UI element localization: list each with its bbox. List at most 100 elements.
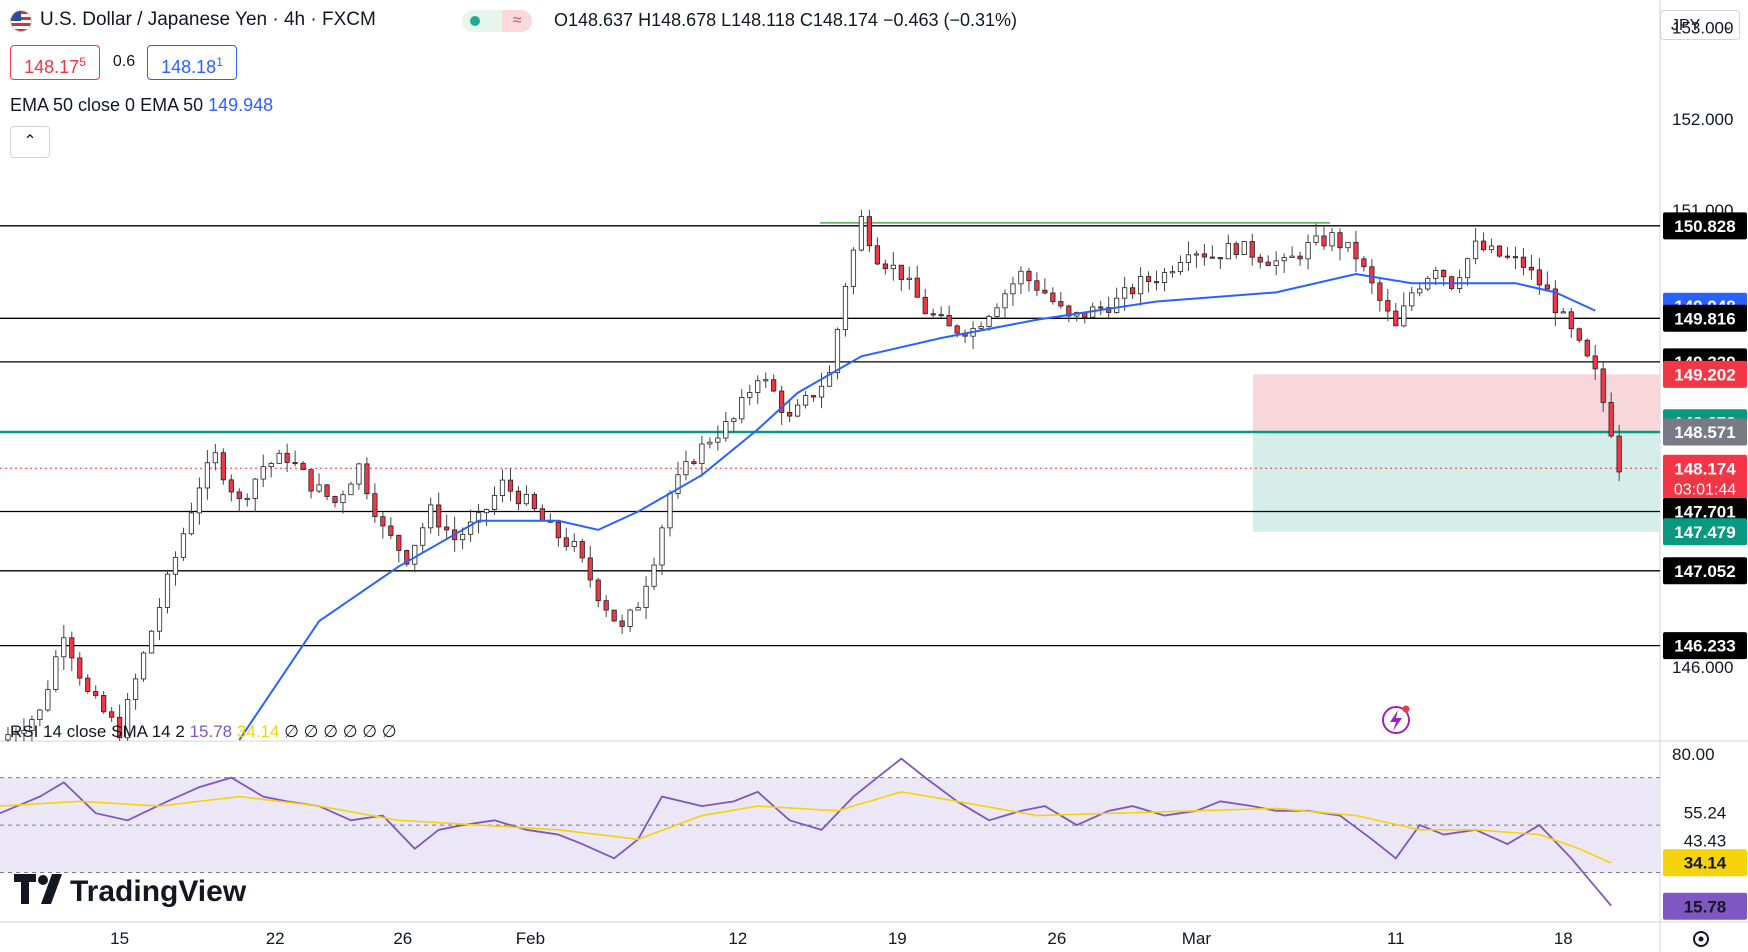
candle-body [1433,270,1439,279]
settings-icon[interactable] [1690,928,1712,950]
candle-body [1145,276,1152,282]
price-tag [1663,498,1747,526]
candle-body [1616,435,1622,473]
price-tag-label: 149.816 [1674,309,1735,328]
candle-body [21,730,27,734]
candle-body [29,719,35,731]
candle-body [874,245,880,265]
candle-body [954,325,960,334]
price-tag [1663,518,1747,546]
buy-button[interactable]: 148.181 [147,45,237,80]
candle-body [1377,282,1383,301]
candle-body [316,484,322,492]
candle-body [1273,260,1279,266]
time-tick-label: 26 [1047,929,1066,948]
candle-body [627,609,633,627]
candle-body [906,277,912,280]
candle-body [795,404,801,417]
tradingview-logo[interactable]: TradingView [14,870,274,910]
candle-body [109,711,115,718]
currency-label: JPY [1671,17,1701,34]
candle-body [1249,241,1255,258]
candle-body [1098,306,1104,309]
candle-body [595,579,601,602]
candle-body [483,509,490,514]
time-tick-label: 15 [110,929,129,948]
rsi-tag-label: 55.24 [1684,804,1727,823]
candle-body [1153,281,1160,284]
rsi-series-line-1 [0,791,1612,864]
candle-body [1608,402,1614,437]
candle-body [1050,292,1056,302]
candle-body [5,734,11,741]
candle-body [890,264,896,270]
candle-body [643,585,649,608]
ema-legend[interactable]: EMA 50 close 0 EMA 50 149.948 [10,95,273,116]
candle-body [260,466,266,480]
rsi-legend-rsi: 15.78 [189,722,233,741]
candle-body [436,504,442,528]
countdown-label: 03:01:44 [1674,481,1736,498]
candle-body [715,437,721,443]
candle-body [667,493,673,529]
candle-body [1161,272,1168,283]
symbol-title[interactable]: U.S. Dollar / Japanese Yen · 4h · FXCM [40,9,376,30]
candle-body [691,461,697,464]
candle-body [818,385,825,398]
candle-body [69,637,75,659]
notification-dot-icon [1402,705,1410,713]
candle-body [1465,258,1471,279]
candle-body [507,479,514,492]
candle-body [1257,256,1263,263]
candle-body [1472,240,1479,260]
candle-body [1401,305,1407,327]
time-tick-label: 11 [1387,929,1405,948]
candle-body [188,512,195,535]
candle-body [1209,256,1215,259]
candle-body [978,326,984,329]
candle-body [571,541,577,547]
candle-body [460,533,466,541]
candle-body [348,483,354,496]
candle-body [922,296,928,315]
currency-select[interactable]: JPY ⌄ [1660,10,1740,40]
candle-body [364,463,370,495]
price-tick-label: 152.000 [1672,110,1733,129]
candle-body [1345,241,1351,249]
candle-body [244,497,250,500]
candle-body [755,380,761,393]
price-tag [1663,557,1747,585]
candle-body [1241,241,1247,255]
rsi-legend[interactable]: RSI 14 close SMA 14 2 15.78 34.14 ∅ ∅ ∅ … [10,722,397,742]
candle-body [1361,258,1367,268]
candle-body [372,493,378,518]
sell-button[interactable]: 148.175 [10,45,100,80]
candle-body [531,494,537,510]
lightning-bolt-icon [1390,710,1402,731]
candle-body [938,314,944,317]
chevron-down-icon: ⌄ [1722,19,1733,33]
candle-body [1066,305,1072,317]
price-tag [1663,418,1747,446]
candle-body [1169,271,1176,274]
candle-body [1122,287,1128,299]
candle-body [180,533,187,558]
candle-body [675,474,681,494]
candle-body [707,441,713,445]
ema-legend-label: EMA 50 close 0 EMA 50 [10,95,204,115]
candle-body [771,379,777,392]
rsi-legend-label: RSI 14 close SMA 14 2 [10,722,185,741]
candle-body [882,263,888,270]
market-status-badge[interactable]: ≈ [462,10,532,32]
chevron-up-icon[interactable]: ⌃ [10,126,50,158]
candle-body [986,316,992,327]
candle-body [308,469,314,492]
candle-body [826,372,833,387]
candle-body [172,556,179,575]
ask-price: 148.18 [161,57,217,77]
time-tick-label: 18 [1554,929,1573,948]
candle-body [268,462,274,468]
candle-body [850,249,857,287]
time-tick-label: 22 [266,929,285,948]
